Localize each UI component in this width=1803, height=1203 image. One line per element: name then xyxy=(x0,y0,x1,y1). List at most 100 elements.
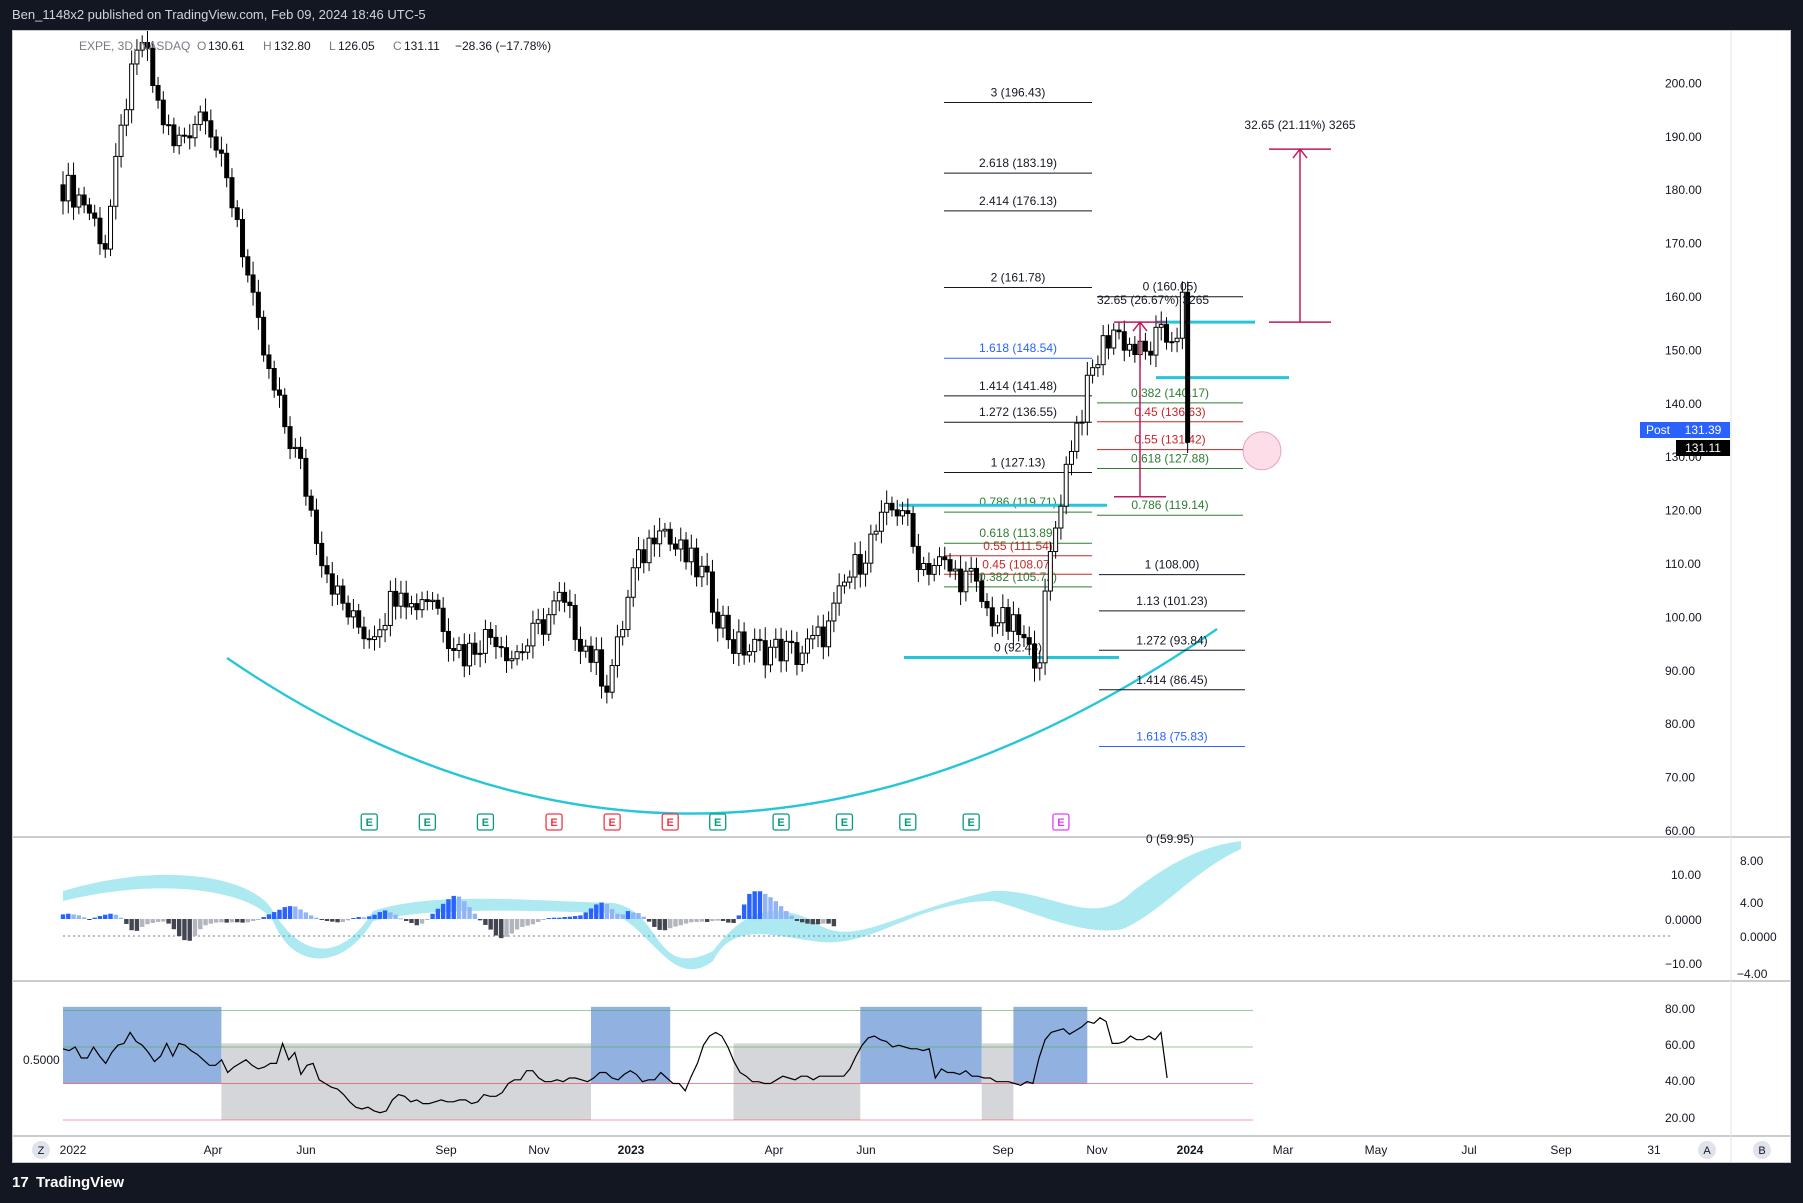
candle-body xyxy=(794,642,800,666)
candle-body xyxy=(546,614,552,635)
candle-body xyxy=(1105,335,1111,349)
candle-body xyxy=(461,644,467,667)
candle-body xyxy=(171,124,177,147)
price-tick-label: 110.00 xyxy=(1665,557,1701,571)
earnings-marker-icon[interactable] xyxy=(418,813,436,831)
candle-body xyxy=(562,591,568,603)
measure-arrow-2-head[interactable] xyxy=(1292,147,1308,159)
candle-body xyxy=(651,537,657,545)
candle-body xyxy=(108,205,114,250)
candle-body xyxy=(900,510,906,517)
candle-body xyxy=(746,651,752,656)
candle-body xyxy=(467,642,473,667)
candle-body xyxy=(298,446,304,459)
cursor-highlight[interactable] xyxy=(1242,431,1282,471)
z-button-bg[interactable] xyxy=(32,1141,50,1159)
candle-body xyxy=(889,502,895,511)
macd-histogram-bar xyxy=(493,919,499,936)
macd-histogram-bar xyxy=(594,904,599,919)
candle-body xyxy=(292,446,298,450)
candle-body xyxy=(519,651,525,654)
time-tick-label: 2022 xyxy=(60,1143,87,1157)
measure-arrow-1-head[interactable] xyxy=(1132,320,1148,332)
a-button-bg[interactable] xyxy=(1698,1141,1716,1159)
candle-body xyxy=(414,603,420,611)
legend-symbol[interactable]: EXPE, 3D, NASDAQ xyxy=(79,39,190,53)
macd-histogram-bar xyxy=(800,919,805,923)
candle-body xyxy=(826,620,832,648)
macd-histogram-bar xyxy=(351,918,356,920)
b-button[interactable]: B xyxy=(1758,1145,1765,1157)
macd-histogram-bar xyxy=(124,919,129,924)
candle-body xyxy=(203,111,209,122)
macd-histogram-bar xyxy=(789,915,794,919)
earnings-marker-icon[interactable] xyxy=(1052,813,1070,831)
earnings-marker-icon[interactable] xyxy=(603,813,621,831)
macd-histogram-bar xyxy=(240,919,245,923)
candle-body xyxy=(356,610,362,628)
macd-histogram-bar xyxy=(145,919,150,925)
candle-body xyxy=(1174,337,1180,343)
earnings-marker-icon[interactable] xyxy=(962,813,980,831)
macd-histogram-bar xyxy=(335,919,340,923)
macd-histogram-bar xyxy=(631,912,636,919)
candle-body xyxy=(736,631,742,654)
earnings-marker-icon[interactable] xyxy=(899,813,917,831)
macd-histogram-bar xyxy=(440,903,446,919)
candle-body xyxy=(699,565,705,578)
macd-histogram-bar xyxy=(704,919,710,922)
price-tick-label: 180.00 xyxy=(1665,183,1702,197)
macd-histogram-bar xyxy=(446,899,451,919)
candle-body xyxy=(102,243,108,250)
macd-histogram-bar xyxy=(66,913,71,919)
candle-body xyxy=(1127,343,1133,351)
earnings-marker-icon[interactable] xyxy=(772,813,790,831)
candle-body xyxy=(65,174,71,202)
candle-body xyxy=(134,49,140,65)
macd-histogram-bar xyxy=(229,919,235,923)
macd-histogram-bar xyxy=(536,919,541,922)
chart-frame[interactable]: 3 (196.43) 2.618 (183.19) 2.414 (176.13) 2 … xyxy=(12,29,1791,1163)
price-axis[interactable]: 200.00 190.00 180.00 170.00 160.00 150.00 140.… xyxy=(1665,76,1702,838)
macd-histogram-bar xyxy=(425,919,430,920)
fib-level-label: 0.55 (111.54) xyxy=(983,539,1053,553)
levels-layer[interactable] xyxy=(899,320,1289,660)
macd-histogram-bar xyxy=(715,919,720,921)
candle-body xyxy=(139,42,145,51)
b-button-bg[interactable] xyxy=(1753,1141,1771,1159)
candle-body xyxy=(350,610,356,618)
macd-histogram-bar xyxy=(689,919,694,923)
rsi-scale-60: 60.00 xyxy=(1665,1038,1695,1052)
measure-label-2: 32.65 (21.11%) 3265 xyxy=(1244,118,1356,132)
candle-body xyxy=(382,624,388,631)
chart-svg[interactable]: 3 (196.43) 2.618 (183.19) 2.414 (176.13) 2 … xyxy=(13,29,1790,1162)
macd-histogram-bar xyxy=(451,895,456,919)
macd-histogram-bar xyxy=(673,919,678,927)
candle-body xyxy=(387,590,393,626)
earnings-marker-icon[interactable] xyxy=(709,813,727,831)
earnings-marker-icon[interactable] xyxy=(545,813,563,831)
measure-layer[interactable]: 32.65 (26.67%) 3265 32.65 (21.11%) 3265 0 … xyxy=(1097,118,1356,846)
macd-histogram-bar xyxy=(134,919,140,931)
candle-body xyxy=(984,600,990,609)
macd-histogram-bar xyxy=(636,913,641,919)
candle-body xyxy=(657,530,663,545)
earnings-marker-icon[interactable] xyxy=(661,813,679,831)
candle-body xyxy=(989,607,995,627)
candle-body xyxy=(81,194,87,206)
earnings-marker-icon[interactable] xyxy=(476,813,495,831)
z-button[interactable]: Z xyxy=(38,1145,45,1157)
macd-histogram-bar xyxy=(330,919,335,922)
earnings-marker-label: E xyxy=(366,817,373,829)
candle-body xyxy=(176,134,182,147)
time-axis[interactable]: 2022 Apr Jun Sep Nov 2023 Apr Jun Sep Nov 2024 Mar M… xyxy=(60,1143,1661,1157)
candle-body xyxy=(218,149,224,154)
macd-histogram-bar xyxy=(372,914,377,919)
auto-scale-button[interactable]: A xyxy=(1703,1145,1711,1157)
earnings-marker-icon[interactable] xyxy=(360,813,378,831)
candle-body xyxy=(752,638,758,653)
candle-body xyxy=(498,646,504,649)
candle-body xyxy=(636,549,642,569)
earnings-marker-icon[interactable] xyxy=(835,813,854,831)
